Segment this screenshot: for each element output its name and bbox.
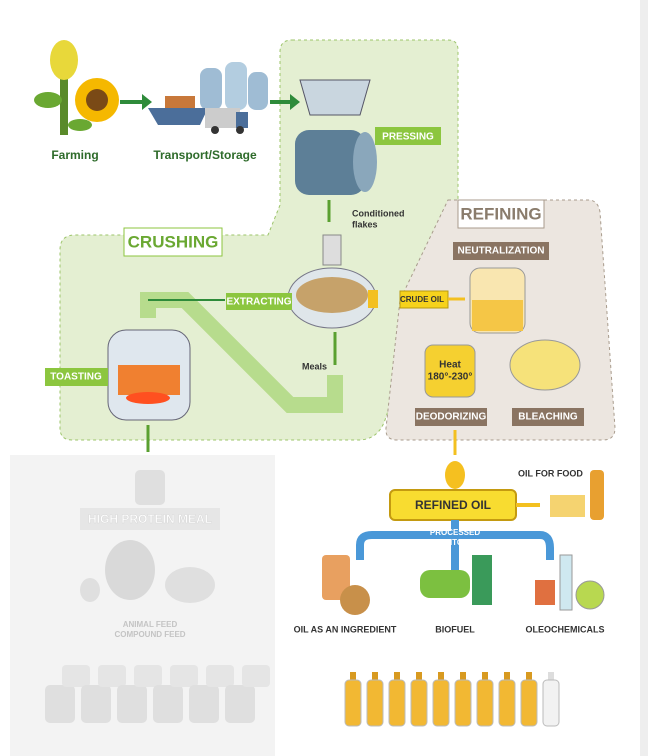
bag	[81, 685, 111, 723]
bottle	[411, 680, 427, 726]
bottle	[460, 672, 466, 680]
label: OLEOCHEMICALS	[525, 624, 604, 634]
bottle	[433, 680, 449, 726]
bag	[62, 665, 90, 687]
bag	[225, 685, 255, 723]
region-title: CRUSHING	[128, 232, 219, 251]
label: COMPOUND FEED	[114, 630, 185, 639]
bottle	[477, 680, 493, 726]
label: PROCESSED	[430, 528, 480, 537]
bottle	[345, 680, 361, 726]
label: Farming	[51, 148, 98, 162]
label: CRUDE OIL	[400, 295, 444, 304]
toaster-icon	[108, 330, 190, 420]
bag	[45, 685, 75, 723]
label: Transport/Storage	[153, 148, 257, 162]
bag	[117, 685, 147, 723]
label: DEODORIZING	[416, 412, 487, 423]
bag	[189, 685, 219, 723]
drop-icon	[445, 461, 465, 489]
bottle	[499, 680, 515, 726]
bottle	[526, 672, 532, 680]
bottle	[548, 672, 554, 680]
bottle	[367, 680, 383, 726]
bottle	[482, 672, 488, 680]
press-icon	[295, 80, 377, 195]
bottle	[521, 680, 537, 726]
label: NEUTRALIZATION	[457, 246, 544, 257]
diagram: Farming Transport/Storage PRESSING Condi…	[0, 0, 648, 756]
label: Meals	[302, 361, 327, 371]
label: BIOFUEL	[435, 624, 475, 634]
label: REFINED OIL	[415, 498, 491, 512]
bottle	[504, 672, 510, 680]
region-title: REFINING	[460, 204, 541, 223]
label: BLEACHING	[518, 412, 578, 423]
bottle	[543, 680, 559, 726]
bottle	[350, 672, 356, 680]
label: Conditioned	[352, 208, 405, 218]
bottle	[455, 680, 471, 726]
label: Heat	[439, 360, 461, 371]
bag	[98, 665, 126, 687]
label: EXTRACTING	[227, 297, 292, 308]
label: flakes	[352, 219, 378, 229]
bottle	[394, 672, 400, 680]
bottle	[416, 672, 422, 680]
bottle	[438, 672, 444, 680]
label: TOASTING	[50, 372, 102, 383]
bag	[242, 665, 270, 687]
bottle	[389, 680, 405, 726]
label: OIL FOR FOOD	[518, 468, 583, 478]
bag	[170, 665, 198, 687]
label: PRESSING	[382, 132, 434, 143]
bag	[206, 665, 234, 687]
bag	[153, 685, 183, 723]
label: 180°-230°	[428, 372, 473, 383]
bottle	[372, 672, 378, 680]
label: ANIMAL FEED	[123, 620, 178, 629]
bag	[134, 665, 162, 687]
label: HIGH PROTEIN MEAL	[88, 512, 212, 526]
label: OIL AS AN INGREDIENT	[294, 624, 397, 634]
label: INTO:	[444, 538, 466, 547]
edge	[640, 0, 648, 756]
